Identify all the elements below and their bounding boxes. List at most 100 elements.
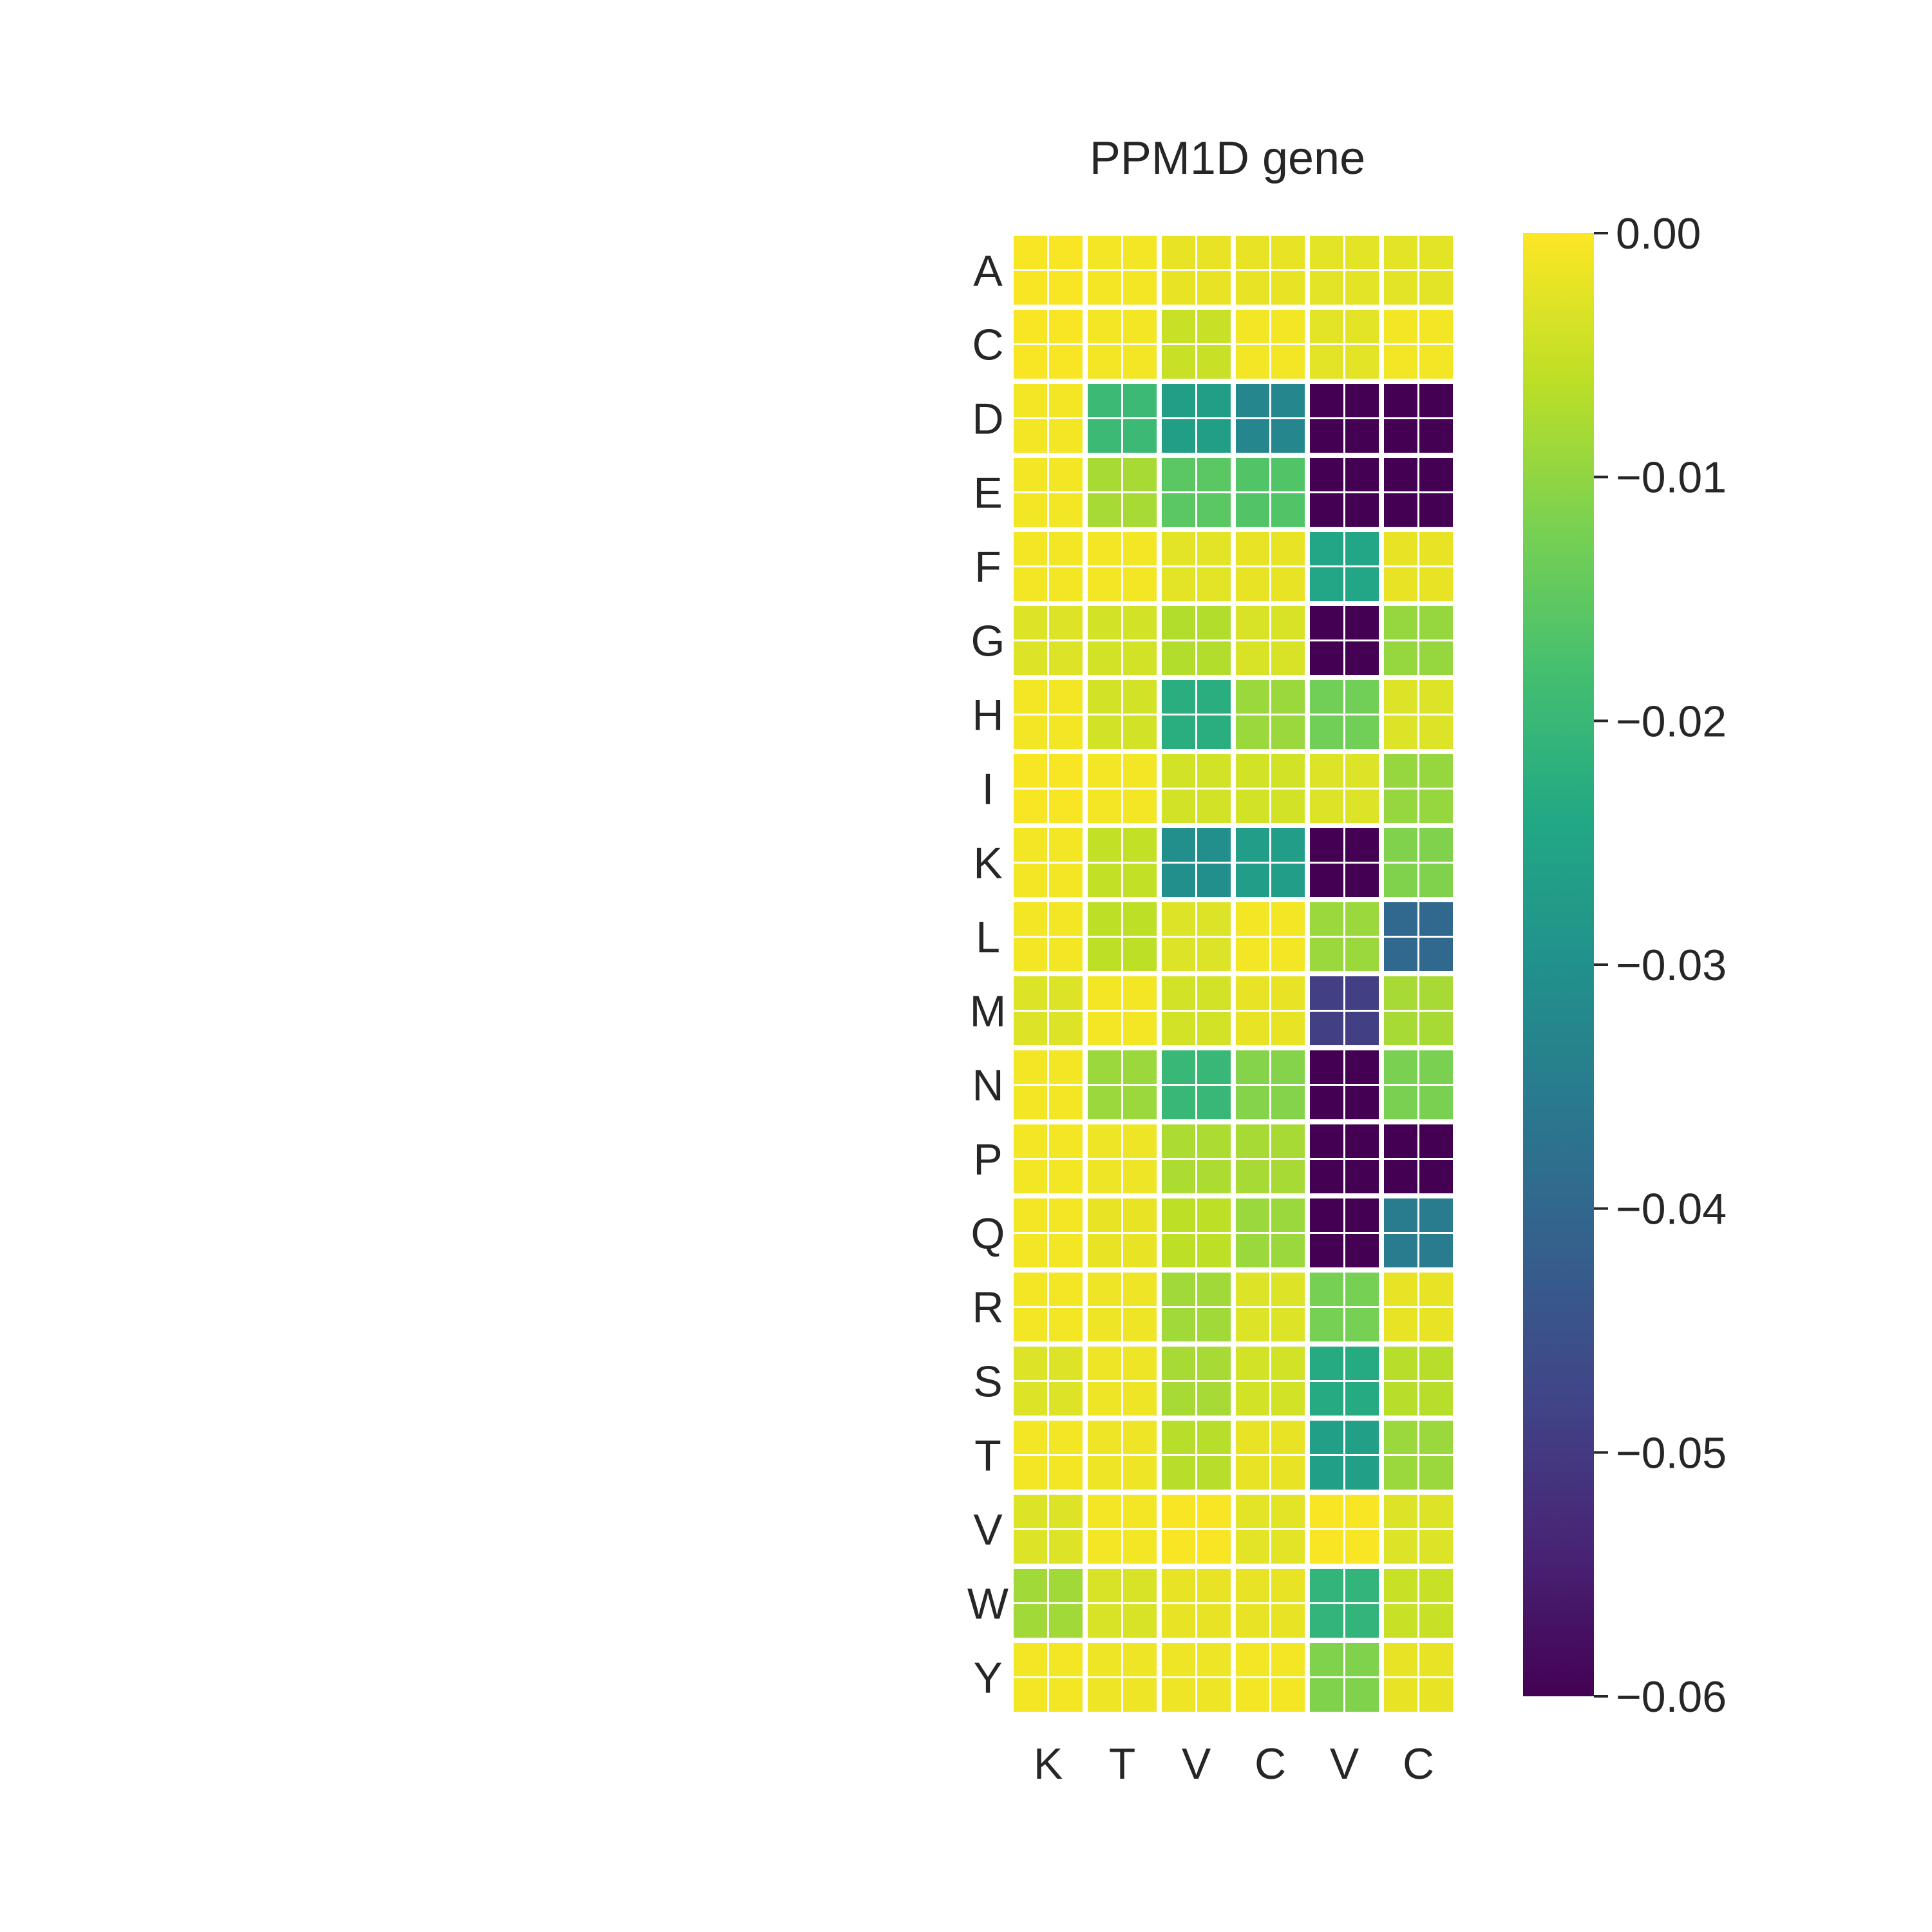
heatmap-cell <box>1305 749 1384 828</box>
heatmap-cell <box>1305 379 1384 458</box>
heatmap-cell <box>1009 1416 1088 1495</box>
heatmap-cell <box>1379 453 1458 532</box>
heatmap-cell <box>1379 1490 1458 1569</box>
row-label: Y <box>973 1654 1002 1703</box>
column-label: C <box>1403 1739 1434 1788</box>
heatmap-cell <box>1157 823 1236 902</box>
heatmap-cell <box>1305 1045 1384 1124</box>
heatmap-cell <box>1305 231 1384 310</box>
heatmap-cell <box>1009 601 1088 680</box>
heatmap-cells <box>1009 231 1458 1717</box>
heatmap-cell <box>1231 1341 1310 1421</box>
row-label: R <box>972 1283 1003 1332</box>
heatmap-cell <box>1379 231 1458 310</box>
row-label: G <box>971 617 1005 666</box>
heatmap-cell <box>1231 1564 1310 1643</box>
heatmap-cell <box>1379 601 1458 680</box>
heatmap-cell <box>1009 305 1088 384</box>
heatmap-cell <box>1157 1045 1236 1124</box>
heatmap-cell <box>1083 1045 1162 1124</box>
heatmap-cell <box>1157 1193 1236 1273</box>
heatmap-cell <box>1379 749 1458 828</box>
row-label: T <box>974 1432 1001 1481</box>
heatmap-cell <box>1083 675 1162 754</box>
heatmap-cell <box>1009 971 1088 1050</box>
heatmap-cell <box>1009 823 1088 902</box>
column-label: T <box>1109 1739 1136 1788</box>
heatmap-cell <box>1157 601 1236 680</box>
heatmap-cell <box>1009 1045 1088 1124</box>
colorbar-gradient <box>1523 233 1594 1696</box>
heatmap-cell <box>1231 231 1310 310</box>
heatmap-cell <box>1009 897 1088 976</box>
row-label: E <box>973 469 1002 518</box>
heatmap-cell <box>1083 305 1162 384</box>
heatmap-cell <box>1083 1119 1162 1198</box>
row-label: F <box>974 543 1001 592</box>
heatmap-cell <box>1009 231 1088 310</box>
heatmap-cell <box>1231 601 1310 680</box>
heatmap-cell <box>1157 1490 1236 1569</box>
heatmap-cell <box>1157 971 1236 1050</box>
heatmap-cell <box>1379 1119 1458 1198</box>
heatmap-cell <box>1305 601 1384 680</box>
heatmap-cell <box>1083 897 1162 976</box>
heatmap-cell <box>1231 453 1310 532</box>
column-label: V <box>1330 1739 1359 1788</box>
heatmap-cell <box>1231 1267 1310 1347</box>
heatmap-cell <box>1157 897 1236 976</box>
heatmap-cell <box>1231 823 1310 902</box>
colorbar-ticks: 0.00 −0.01 −0.02 −0.03 −0.04 −0.05 −0.06 <box>1594 209 1727 1721</box>
colorbar-tick-label: 0.00 <box>1616 209 1701 258</box>
heatmap-cell <box>1083 1416 1162 1495</box>
heatmap-cell <box>1379 379 1458 458</box>
heatmap-cell <box>1379 1341 1458 1421</box>
heatmap-cell <box>1083 601 1162 680</box>
heatmap-cell <box>1379 1638 1458 1717</box>
row-label: S <box>973 1358 1002 1406</box>
heatmap-cell <box>1157 453 1236 532</box>
row-label: A <box>973 247 1003 296</box>
heatmap-cell <box>1379 1416 1458 1495</box>
heatmap-cell <box>1231 379 1310 458</box>
heatmap-cell <box>1305 453 1384 532</box>
heatmap-cell <box>1231 1490 1310 1569</box>
heatmap-cell <box>1231 749 1310 828</box>
colorbar-tick-label: −0.03 <box>1616 941 1727 990</box>
heatmap-cell <box>1305 897 1384 976</box>
heatmap-cell <box>1305 1416 1384 1495</box>
heatmap-cell <box>1379 1564 1458 1643</box>
heatmap-cell <box>1305 1193 1384 1273</box>
heatmap-cell <box>1009 1193 1088 1273</box>
row-label: I <box>982 765 994 814</box>
colorbar: 0.00 −0.01 −0.02 −0.03 −0.04 −0.05 −0.06 <box>1523 209 1727 1721</box>
heatmap-cell <box>1231 305 1310 384</box>
heatmap-cell <box>1157 1638 1236 1717</box>
heatmap-cell <box>1379 1267 1458 1347</box>
row-label: D <box>972 395 1003 444</box>
heatmap-cell <box>1231 1416 1310 1495</box>
column-label: K <box>1034 1739 1063 1788</box>
heatmap-cell <box>1009 1341 1088 1421</box>
heatmap-cell <box>1083 231 1162 310</box>
heatmap-cell <box>1009 675 1088 754</box>
heatmap-cell <box>1305 305 1384 384</box>
heatmap-cell <box>1157 675 1236 754</box>
heatmap-cell <box>1379 675 1458 754</box>
row-label: W <box>967 1580 1009 1629</box>
heatmap-cell <box>1009 453 1088 532</box>
heatmap-cell <box>1083 1267 1162 1347</box>
column-label: V <box>1182 1739 1211 1788</box>
chart-title: PPM1D gene <box>1090 133 1365 184</box>
heatmap-cell <box>1157 527 1236 606</box>
heatmap-cell <box>1083 1193 1162 1273</box>
colorbar-tick-label: −0.04 <box>1616 1185 1727 1234</box>
colorbar-tick-label: −0.02 <box>1616 697 1727 746</box>
row-label: M <box>970 987 1007 1036</box>
heatmap-cell <box>1379 823 1458 902</box>
colorbar-tick-label: −0.06 <box>1616 1672 1727 1721</box>
heatmap-cell <box>1157 1564 1236 1643</box>
